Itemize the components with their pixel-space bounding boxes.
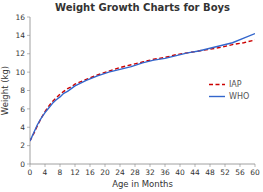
y-tick-label: 2 bbox=[20, 141, 25, 150]
y-tick-label: 16 bbox=[15, 13, 25, 22]
legend-label: WHO bbox=[229, 92, 249, 101]
x-tick-label: 52 bbox=[220, 168, 230, 177]
y-tick bbox=[27, 127, 30, 128]
x-tick-label: 44 bbox=[190, 168, 200, 177]
x-tick bbox=[120, 164, 121, 167]
x-tick bbox=[195, 164, 196, 167]
x-axis-line bbox=[30, 164, 255, 165]
legend: IAP WHO bbox=[209, 80, 249, 101]
y-tick bbox=[27, 53, 30, 54]
x-tick bbox=[105, 164, 106, 167]
y-tick bbox=[27, 35, 30, 36]
title: Weight Growth Charts for Boys bbox=[55, 2, 230, 13]
x-tick bbox=[255, 164, 256, 167]
x-tick-label: 24 bbox=[115, 168, 125, 177]
x-tick bbox=[135, 164, 136, 167]
y-tick-label: 6 bbox=[20, 105, 25, 114]
x-tick-label: 8 bbox=[58, 168, 63, 177]
x-tick bbox=[180, 164, 181, 167]
y-tick-label: 10 bbox=[15, 68, 25, 77]
x-tick-label: 4 bbox=[43, 168, 48, 177]
chart: 0481216202428323640444852566002468101214… bbox=[0, 0, 263, 192]
x-tick-label: 48 bbox=[205, 168, 215, 177]
x-tick-label: 60 bbox=[250, 168, 260, 177]
legend-label: IAP bbox=[229, 80, 242, 89]
x-tick bbox=[150, 164, 151, 167]
y-axis-label: Weight (kg) bbox=[0, 66, 10, 115]
y-tick-label: 12 bbox=[15, 49, 25, 58]
x-tick bbox=[165, 164, 166, 167]
x-tick bbox=[45, 164, 46, 167]
y-tick bbox=[27, 90, 30, 91]
plot-area bbox=[30, 34, 255, 141]
x-tick-label: 20 bbox=[100, 168, 110, 177]
y-tick-label: 14 bbox=[15, 31, 25, 40]
x-tick bbox=[225, 164, 226, 167]
legend-swatch bbox=[209, 96, 225, 97]
series-line bbox=[30, 40, 255, 141]
y-tick-label: 8 bbox=[20, 86, 25, 95]
x-tick-label: 12 bbox=[70, 168, 80, 177]
y-tick bbox=[27, 108, 30, 109]
legend-swatch bbox=[209, 84, 225, 85]
x-axis-label: Age in Months bbox=[112, 179, 173, 189]
x-tick-label: 36 bbox=[160, 168, 170, 177]
x-tick-label: 28 bbox=[130, 168, 140, 177]
x-tick-label: 16 bbox=[85, 168, 95, 177]
y-tick bbox=[27, 164, 30, 165]
x-tick-label: 40 bbox=[175, 168, 185, 177]
x-tick bbox=[210, 164, 211, 167]
x-tick bbox=[30, 164, 31, 167]
y-tick-label: 0 bbox=[20, 160, 25, 169]
x-tick-label: 56 bbox=[235, 168, 245, 177]
x-tick bbox=[60, 164, 61, 167]
x-tick bbox=[240, 164, 241, 167]
x-tick-label: 0 bbox=[28, 168, 33, 177]
x-tick bbox=[90, 164, 91, 167]
y-tick bbox=[27, 17, 30, 18]
y-tick-label: 4 bbox=[20, 123, 25, 132]
x-tick-label: 32 bbox=[145, 168, 155, 177]
x-tick bbox=[75, 164, 76, 167]
y-tick bbox=[27, 72, 30, 73]
series-line bbox=[30, 34, 255, 141]
y-tick bbox=[27, 145, 30, 146]
